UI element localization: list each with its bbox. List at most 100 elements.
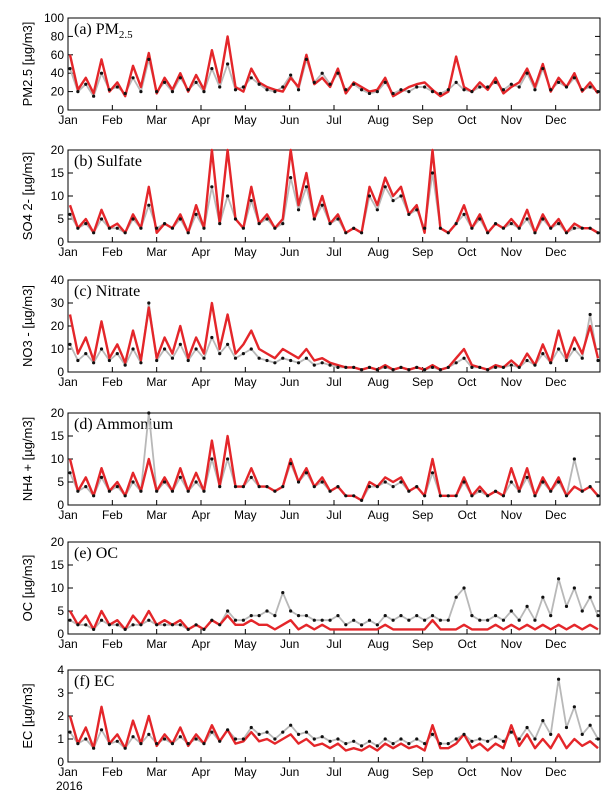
observed-point	[549, 361, 553, 365]
y-tick-label: 20	[51, 535, 65, 549]
observed-point	[273, 90, 277, 94]
observed-point	[312, 485, 316, 489]
observed-point	[336, 365, 340, 369]
panel-title-main: (d) Ammonium	[74, 416, 174, 433]
x-tick-label: Jun	[280, 113, 299, 127]
observed-point	[596, 614, 600, 618]
observed-point	[226, 609, 230, 613]
x-tick-label: Apr	[192, 637, 211, 651]
observed-point	[178, 735, 182, 739]
observed-point	[493, 735, 498, 739]
observed-point	[525, 475, 529, 479]
observed-point	[115, 623, 119, 627]
x-tick-label: Dec	[545, 375, 566, 389]
observed-point	[407, 618, 411, 622]
observed-point	[320, 618, 324, 622]
observed-point	[265, 485, 269, 489]
observed-point	[399, 480, 403, 484]
observed-point	[84, 623, 88, 627]
observed-point	[383, 185, 387, 189]
observed-point	[399, 365, 403, 369]
observed-point	[265, 88, 269, 92]
x-tick-label: Dec	[545, 113, 566, 127]
observed-point	[549, 226, 553, 230]
observed-point	[312, 618, 316, 622]
observed-point	[541, 480, 545, 484]
observed-point	[517, 489, 521, 493]
y-tick-label: 40	[51, 66, 65, 80]
observed-point	[367, 194, 372, 198]
observed-point	[92, 361, 96, 365]
observed-point	[446, 618, 450, 622]
y-tick-label: 5	[57, 475, 64, 489]
observed-point	[273, 226, 277, 230]
observed-point	[147, 203, 151, 207]
observed-point	[446, 494, 450, 498]
observed-point	[281, 85, 285, 89]
model-series-line	[68, 148, 599, 235]
observed-point	[486, 85, 490, 89]
observed-point	[415, 614, 419, 618]
x-tick-label: Feb	[102, 245, 123, 259]
observed-point	[123, 231, 127, 235]
observed-point	[320, 203, 324, 207]
observed-point	[99, 618, 104, 622]
observed-point	[76, 90, 80, 94]
observed-point	[233, 485, 238, 489]
observed-point	[76, 742, 80, 746]
observed-point	[423, 494, 427, 498]
observed-point	[359, 744, 364, 748]
observed-point	[304, 185, 309, 189]
observed-point	[588, 226, 592, 230]
observed-point	[336, 71, 340, 75]
observed-point	[533, 231, 537, 235]
observed-point	[454, 80, 458, 84]
observed-point	[92, 94, 96, 98]
observed-point	[312, 80, 316, 84]
observed-point	[296, 361, 301, 365]
observed-point	[139, 742, 143, 746]
observed-point	[328, 618, 332, 622]
y-axis-label: PM2.5 [µg/m3]	[20, 22, 35, 107]
observed-point	[328, 363, 332, 367]
observed-point	[391, 485, 395, 489]
observed-point	[391, 368, 395, 372]
observed-point	[233, 217, 238, 221]
x-tick-label: Dec	[545, 765, 566, 779]
observed-point	[123, 494, 127, 498]
x-tick-label: Mar	[146, 245, 167, 259]
observed-point	[155, 358, 159, 363]
observed-point	[99, 217, 104, 221]
observed-point	[415, 737, 419, 741]
x-tick-label: Jan	[58, 375, 77, 389]
observed-point	[147, 618, 151, 622]
x-tick-label: Mar	[146, 113, 167, 127]
observed-point	[478, 618, 482, 622]
observed-point	[147, 411, 151, 415]
x-tick-label: Oct	[458, 245, 477, 259]
observed-point	[564, 85, 569, 89]
observed-point	[344, 88, 348, 92]
observed-point	[391, 742, 395, 746]
y-tick-label: 30	[51, 296, 65, 310]
y-tick-label: 2	[57, 709, 64, 723]
observed-point	[162, 222, 167, 226]
observed-point	[289, 176, 293, 180]
observed-point	[320, 480, 324, 484]
observed-point	[375, 208, 379, 212]
x-tick-label: Apr	[192, 765, 211, 779]
x-tick-label: Sep	[412, 637, 434, 651]
observed-point	[399, 737, 403, 741]
panel-title-main: (c) Nitrate	[74, 283, 140, 300]
observed-series-line	[69, 172, 599, 234]
observed-point	[430, 365, 435, 369]
x-tick-label: Jan	[58, 245, 77, 259]
x-tick-label: Aug	[368, 765, 389, 779]
observed-point	[501, 88, 506, 92]
observed-point	[580, 489, 584, 493]
panel-title: (c) Nitrate	[74, 283, 140, 300]
observed-point	[289, 723, 293, 727]
observed-point	[352, 365, 356, 369]
y-tick-label: 15	[51, 429, 65, 443]
observed-point	[296, 88, 301, 92]
